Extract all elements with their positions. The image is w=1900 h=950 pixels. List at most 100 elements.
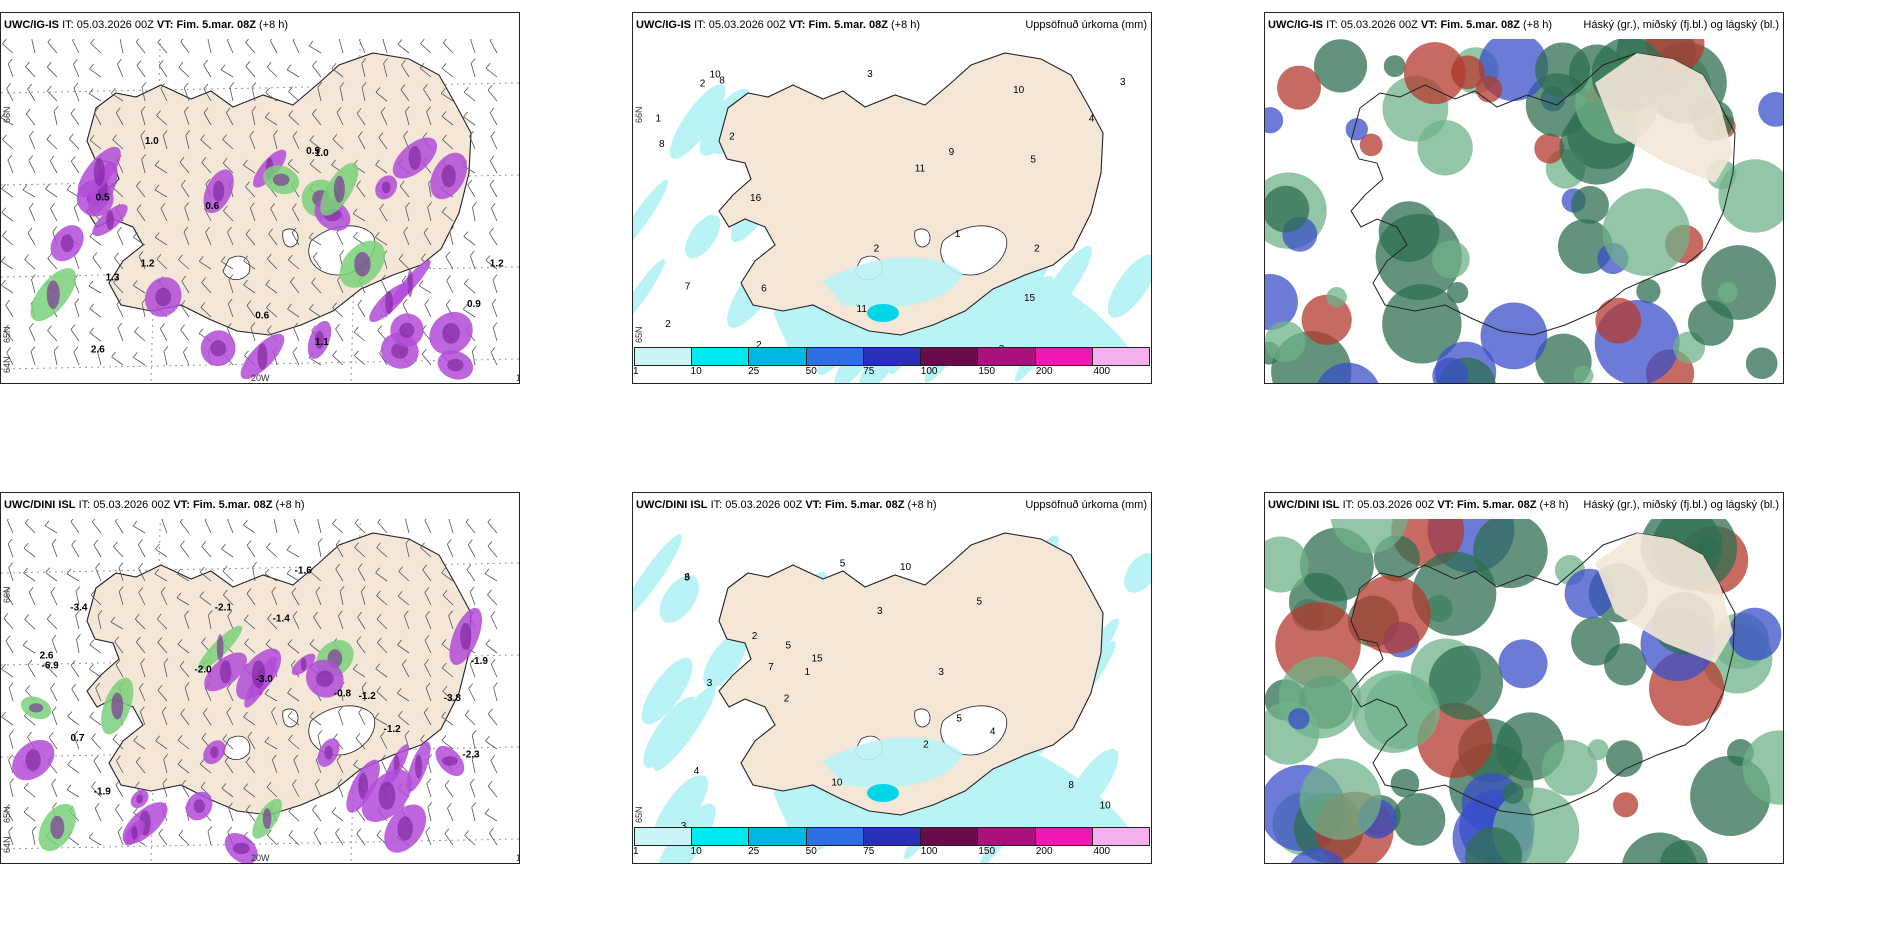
wind-barb-flag xyxy=(160,587,166,593)
wind-barb xyxy=(24,259,36,270)
shower-core xyxy=(441,756,458,766)
colorbar-tick-label: 200 xyxy=(1035,846,1053,857)
wind-barb-flag xyxy=(266,781,272,788)
wind-barb xyxy=(246,593,256,606)
run-info-it-prefix: IT: xyxy=(1326,19,1338,31)
shower-core xyxy=(460,622,472,651)
map-value-label: 0.6 xyxy=(205,201,219,212)
wind-barb xyxy=(112,738,124,750)
wind-barb xyxy=(267,618,278,630)
wind-barb-flag xyxy=(205,178,211,185)
colorbar-tick-label: 75 xyxy=(863,366,875,377)
wind-barb-flag xyxy=(53,106,59,112)
wind-barb-flag xyxy=(135,781,140,788)
wind-barb-flag xyxy=(374,712,380,719)
wind-barb-flag xyxy=(286,544,292,551)
wind-barb-flag xyxy=(222,734,228,740)
shower-core xyxy=(378,781,396,810)
wind-barb-flag xyxy=(7,58,13,65)
wind-barb xyxy=(160,592,168,606)
wind-barb xyxy=(487,594,498,606)
wind-barb-flag xyxy=(487,84,493,91)
wind-barb xyxy=(246,305,256,318)
wind-barb xyxy=(199,261,212,270)
wind-barb-flag xyxy=(226,707,232,713)
map-value-label: 1 xyxy=(955,229,961,240)
wind-barb-flag xyxy=(463,231,469,237)
wind-barb xyxy=(490,208,498,222)
wind-barb-flag xyxy=(91,733,96,739)
wind-barb-flag xyxy=(24,254,29,260)
wind-barb xyxy=(28,592,36,606)
shower-core xyxy=(358,772,369,800)
map-value-label: 15 xyxy=(1024,293,1036,304)
cloud-blob xyxy=(1701,245,1777,320)
wind-barb xyxy=(223,594,234,606)
wind-barb xyxy=(184,207,190,222)
shower-core xyxy=(354,251,371,277)
wind-barb xyxy=(73,351,80,366)
map-panel-precip: 223288251161510111191074623212UWC/IG-IS … xyxy=(632,12,1152,384)
wind-barb xyxy=(9,735,14,750)
colorbar-tick-label: 1 xyxy=(633,846,639,857)
wind-barb xyxy=(264,741,278,750)
shower-core xyxy=(300,657,307,671)
wind-barb xyxy=(311,282,322,294)
wind-barb-flag xyxy=(113,277,118,283)
shower-core xyxy=(333,175,345,203)
wind-barb-flag xyxy=(333,733,338,739)
wind-barb-flag xyxy=(226,683,232,689)
wind-barb xyxy=(51,639,58,654)
wind-barb xyxy=(3,618,14,630)
map-value-label: -3.0 xyxy=(256,674,274,685)
wind-barb xyxy=(91,738,102,750)
run-info-it-prefix: IT: xyxy=(694,19,706,31)
wind-barb xyxy=(222,162,234,174)
cloud-blob xyxy=(1352,575,1431,654)
clear-land-area xyxy=(1595,53,1733,183)
shower-core xyxy=(155,287,172,307)
wind-barb-flag xyxy=(421,348,427,355)
wind-barb-flag xyxy=(493,682,498,688)
wind-barb xyxy=(179,665,190,678)
wind-barb-flag xyxy=(293,322,299,329)
wind-barb xyxy=(335,328,344,342)
wind-barb-flag xyxy=(46,134,52,140)
wind-barb xyxy=(357,568,366,582)
wind-barb xyxy=(268,233,278,246)
colorbar-tick-label: 1 xyxy=(633,366,639,377)
wind-barb xyxy=(53,351,58,366)
wind-barb-flag xyxy=(70,660,76,666)
wind-barb xyxy=(463,308,476,318)
wind-barb-flag xyxy=(288,110,294,116)
wind-barb xyxy=(441,716,454,726)
wind-barb xyxy=(74,255,80,270)
wind-barb-flag xyxy=(154,232,160,238)
wind-barb-flag xyxy=(227,826,233,833)
wind-barb-flag xyxy=(154,184,160,191)
wind-barb xyxy=(136,65,146,78)
wind-barb xyxy=(113,546,124,558)
run-info-vt-prefix: VT: xyxy=(805,499,822,511)
wind-barb xyxy=(47,258,58,270)
wind-barb xyxy=(357,616,366,630)
wind-barb xyxy=(250,327,256,342)
wind-barb xyxy=(24,619,36,630)
wind-barb xyxy=(89,68,102,78)
wind-barb-flag xyxy=(90,589,96,596)
wind-barb-flag xyxy=(361,58,367,64)
wind-barb-flag xyxy=(311,277,316,283)
cloud-blob xyxy=(1473,513,1548,589)
wind-barb xyxy=(116,304,124,318)
wind-barb xyxy=(357,304,366,318)
wind-barb xyxy=(119,39,124,54)
wind-barb xyxy=(313,616,322,630)
wind-barb xyxy=(89,139,102,150)
wind-barb xyxy=(442,139,454,150)
wind-barb xyxy=(293,519,300,534)
wind-barb-flag xyxy=(271,754,277,761)
wind-barb-flag xyxy=(180,324,185,330)
panel-header: UWC/DINI ISL IT: 05.03.2026 00Z VT: Fim.… xyxy=(1,493,519,519)
wind-barb-flag xyxy=(308,40,314,47)
wind-barb xyxy=(426,111,432,126)
